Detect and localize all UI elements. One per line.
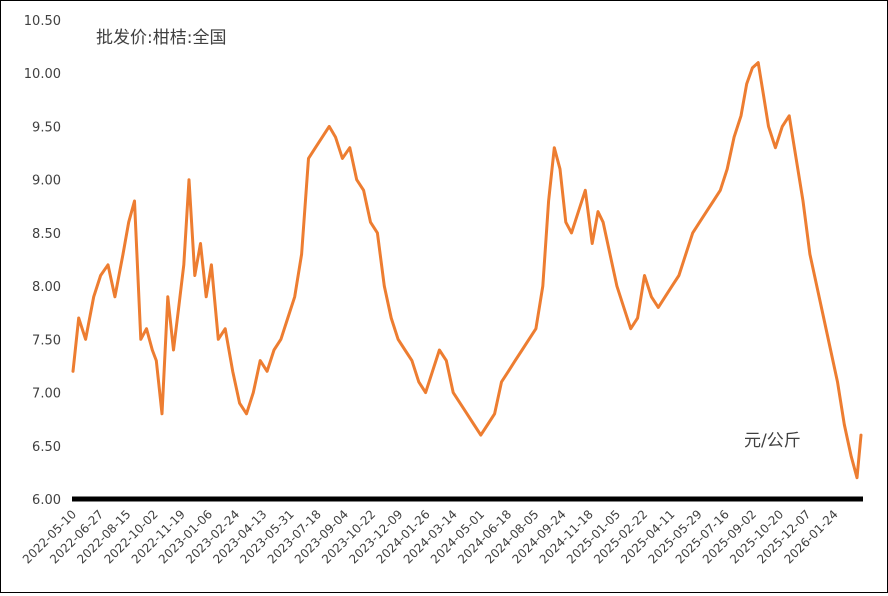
y-tick-label: 6.00	[32, 493, 61, 508]
y-tick-label: 8.00	[32, 280, 61, 295]
y-tick-label: 9.50	[32, 120, 61, 135]
unit-label: 元/公斤	[744, 431, 801, 451]
y-tick-label: 10.50	[24, 14, 61, 29]
chart-title: 批发价:柑桔:全国	[96, 28, 226, 48]
y-tick-label: 7.50	[32, 333, 61, 348]
x-axis-ticks: 2022-05-102022-06-272022-08-152022-10-02…	[20, 507, 841, 566]
y-tick-label: 7.00	[32, 387, 61, 402]
y-axis-ticks: 6.00 6.50 7.00 7.50 8.00 8.50 9.00 9.50 10.00 10.…	[24, 14, 61, 508]
y-tick-label: 8.50	[32, 227, 61, 242]
y-tick-label: 10.00	[24, 67, 61, 82]
series-line	[71, 61, 863, 480]
y-tick-label: 6.50	[32, 440, 61, 455]
y-tick-label: 9.00	[32, 174, 61, 189]
